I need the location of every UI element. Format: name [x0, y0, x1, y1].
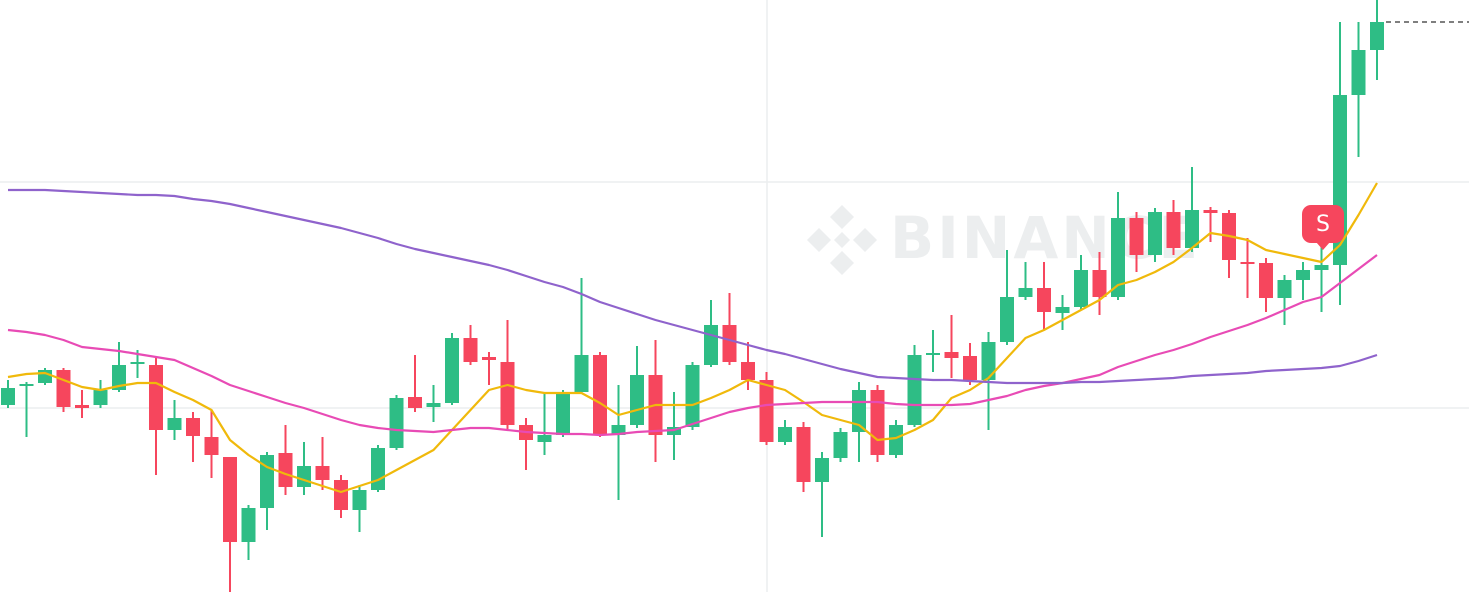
candle-body [870, 390, 885, 455]
candle-body [167, 418, 182, 430]
candle-body [1148, 212, 1162, 255]
candle-body [1111, 218, 1125, 297]
candle-body [482, 357, 496, 360]
candle-body [371, 448, 385, 490]
candle-body [852, 390, 866, 432]
candle-body [1370, 22, 1384, 50]
candle-body [315, 466, 330, 480]
candle-body [278, 453, 293, 487]
candle-body [815, 458, 829, 482]
candle-body [1129, 218, 1144, 255]
candle-body [1018, 288, 1033, 297]
candle-body [1185, 210, 1199, 248]
candle-body [926, 353, 940, 355]
candle-body [796, 427, 811, 482]
candle-body [593, 355, 607, 435]
watermark: BINANCE [890, 204, 1201, 272]
candle-body [944, 352, 959, 358]
candle-body [352, 490, 367, 510]
candle-body [56, 370, 71, 407]
candle-body [1351, 50, 1366, 95]
candle-body [1037, 288, 1051, 312]
candle-body [1000, 297, 1014, 342]
candle-body [630, 375, 644, 425]
candle-body [1074, 270, 1088, 307]
candle-body [981, 342, 996, 380]
candle-body [1, 388, 15, 405]
candle-body [389, 398, 404, 448]
candle-body [889, 425, 903, 455]
candle-body [611, 425, 626, 435]
candle-body [907, 355, 922, 425]
candle-body [241, 508, 256, 542]
candle-body [704, 325, 718, 365]
moving-average-line [7, 182, 1378, 494]
candle-body [75, 405, 89, 408]
candle-body [1259, 263, 1273, 298]
candle-body [149, 365, 163, 430]
candle-body [19, 384, 34, 386]
candle-body [556, 392, 570, 435]
candle-body [223, 457, 237, 542]
candle-body [1055, 307, 1070, 313]
candle-body [1203, 210, 1218, 213]
candle-body [463, 338, 478, 362]
candle-body [1240, 262, 1255, 264]
candle-body [408, 397, 422, 408]
candle-body [426, 403, 441, 407]
candle-body [833, 432, 848, 458]
candle-body [1166, 212, 1181, 248]
candle-body [1092, 270, 1107, 297]
candle-body [759, 380, 774, 442]
candle-body [334, 480, 348, 510]
candle-body [186, 418, 200, 436]
candle-body [1314, 265, 1329, 270]
signal-pointer [1316, 242, 1330, 250]
signal-marker: S [1302, 205, 1344, 250]
candle-body [574, 355, 589, 392]
candle-body [1277, 280, 1292, 298]
candle-body [93, 390, 108, 405]
moving-average-line [8, 188, 1378, 385]
candle-body [112, 365, 126, 390]
moving-average-line [7, 254, 1378, 437]
candle-body [130, 362, 145, 364]
candle-body [963, 356, 977, 380]
candle-body [685, 365, 700, 427]
signal-label: S [1316, 212, 1330, 237]
candle-body [297, 466, 311, 487]
candle-body [445, 338, 459, 403]
candle-body [741, 362, 755, 380]
candle-body [1296, 270, 1310, 280]
candle-body [722, 325, 737, 362]
watermark-logo [807, 205, 877, 275]
candle-body [500, 362, 515, 425]
candle-body [204, 437, 219, 455]
candle-body [778, 427, 792, 442]
signal-badge [1302, 205, 1344, 243]
candle-body [537, 435, 552, 442]
